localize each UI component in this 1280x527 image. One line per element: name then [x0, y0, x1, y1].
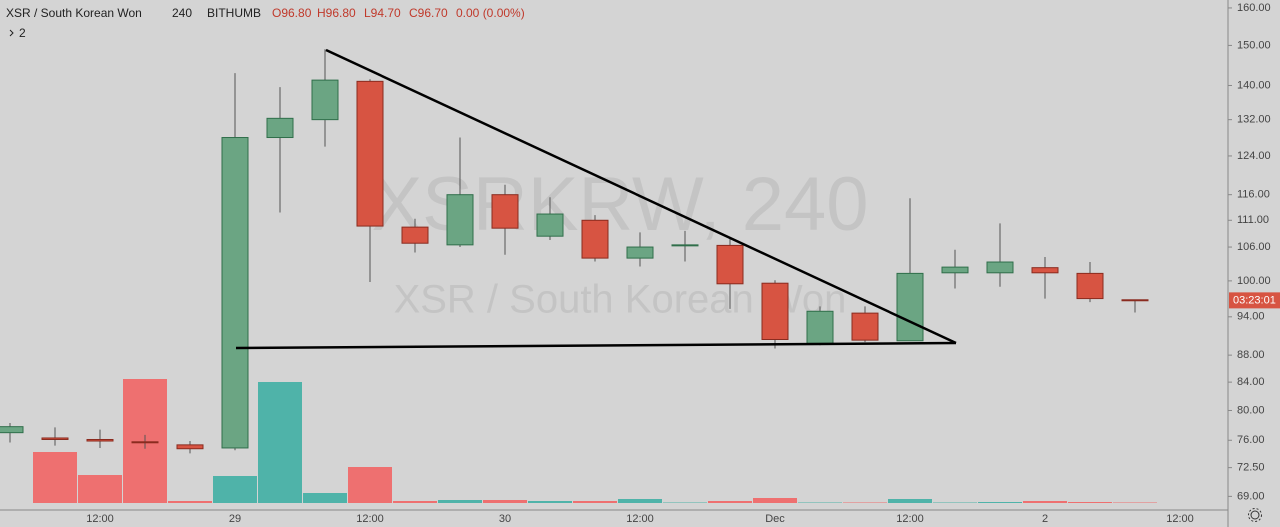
candle-body [536, 213, 564, 237]
y-tick-label: 80.00 [1237, 404, 1265, 416]
volume-bar [888, 499, 932, 503]
ohlc-low: L94.70 [364, 6, 401, 20]
header: XSR / South Korean Won 240 BITHUMB O96.8… [6, 6, 525, 40]
watermark-ticker: XSRKRW, 240 [371, 162, 868, 247]
volume-bar [1023, 501, 1067, 503]
y-tick-label: 160.00 [1237, 2, 1271, 14]
candle-body [1031, 267, 1059, 274]
volume-bar [78, 475, 122, 503]
exchange: BITHUMB [207, 6, 261, 20]
x-tick-label: 29 [229, 513, 241, 525]
trend-line [325, 48, 957, 345]
volume-bar [1068, 502, 1112, 503]
volume-bar [483, 500, 527, 503]
candle-body [401, 226, 429, 244]
x-tick-label: 12:00 [1166, 513, 1194, 525]
candle-body [986, 261, 1014, 274]
countdown-box [1229, 292, 1280, 309]
candle-body [1121, 299, 1149, 302]
change: 0.00 (0.00%) [456, 6, 525, 20]
volume-bar [753, 498, 797, 503]
candle-body [716, 244, 744, 285]
volume-bar [258, 382, 302, 503]
candle-body [896, 272, 924, 342]
volume-bar [168, 501, 212, 503]
x-tick-label: 12:00 [356, 513, 384, 525]
volume-bar [33, 452, 77, 503]
candle-body [581, 219, 609, 259]
ohlc-open: O96.80 [272, 6, 312, 20]
candle-body [131, 441, 159, 444]
volume-bar [798, 502, 842, 503]
candle-body [221, 137, 249, 449]
volume-bar [618, 499, 662, 503]
volume-bar [393, 501, 437, 503]
volume-bar [843, 502, 887, 503]
volume-bar [933, 502, 977, 503]
y-tick-label: 72.50 [1237, 462, 1265, 474]
candle-body [176, 444, 204, 450]
candle-body [311, 79, 339, 121]
ohlc-close: C96.70 [409, 6, 448, 20]
candle-body [266, 117, 294, 139]
candle-body [41, 437, 69, 440]
candle-body [671, 244, 699, 247]
candle-body [356, 80, 384, 227]
volume-bar [978, 502, 1022, 503]
drawing-triangle [235, 48, 957, 350]
volume-bar [573, 501, 617, 503]
y-tick-label: 94.00 [1237, 311, 1265, 323]
volume-bar [348, 467, 392, 503]
x-tick-label: 2 [1042, 513, 1048, 525]
volume-bar [303, 493, 347, 503]
y-tick-label: 116.00 [1237, 189, 1270, 201]
candle-body [806, 310, 834, 344]
symbol: XSR / South Korean Won [6, 6, 142, 20]
volume-bar [528, 501, 572, 503]
y-tick-label: 150.00 [1237, 39, 1271, 51]
y-tick-label: 76.00 [1237, 434, 1265, 446]
candle-body [446, 194, 474, 246]
x-tick-label: Dec [765, 513, 785, 525]
chevron[interactable] [9, 29, 14, 37]
candle-body [491, 194, 519, 229]
candle-body [86, 438, 114, 442]
candle-body [1076, 272, 1104, 300]
candle-layer [0, 49, 1149, 454]
volume-bar [438, 500, 482, 503]
time-axis: 12:00 29 12:00 30 12:00 Dec 12:00 2 12:00 [86, 513, 1194, 525]
ohlc-high: H96.80 [317, 6, 356, 20]
indicator-count[interactable]: 2 [19, 26, 26, 40]
volume-bar [663, 502, 707, 503]
price-axis: 160.00 150.00 140.00 132.00 124.00 116.00 111.… [1228, 2, 1280, 502]
y-tick-label: 132.00 [1237, 114, 1271, 126]
y-tick-label: 69.00 [1237, 490, 1265, 502]
x-tick-label: 12:00 [86, 513, 114, 525]
y-tick-label: 111.00 [1237, 214, 1269, 226]
candle-body [851, 312, 879, 341]
candle-body [626, 246, 654, 259]
y-tick-label: 124.00 [1237, 150, 1271, 162]
y-tick-label: 84.00 [1237, 376, 1265, 388]
y-tick-label: 140.00 [1237, 79, 1271, 91]
x-tick-label: 30 [499, 513, 511, 525]
candle-body [0, 426, 24, 434]
candle-body [761, 282, 789, 340]
y-tick-label: 106.00 [1237, 241, 1271, 253]
countdown: 03:23:01 [1233, 294, 1276, 306]
candle-body [941, 266, 969, 274]
interval: 240 [172, 6, 192, 20]
y-tick-label: 100.00 [1237, 275, 1271, 287]
volume-bar [213, 476, 257, 503]
y-tick-label: 88.00 [1237, 349, 1265, 361]
x-tick-label: 12:00 [626, 513, 654, 525]
trend-line [235, 341, 957, 350]
settings-icon[interactable] [1248, 508, 1262, 522]
volume-bar [708, 501, 752, 503]
volume-bar [1113, 502, 1157, 503]
x-tick-label: 12:00 [896, 513, 924, 525]
